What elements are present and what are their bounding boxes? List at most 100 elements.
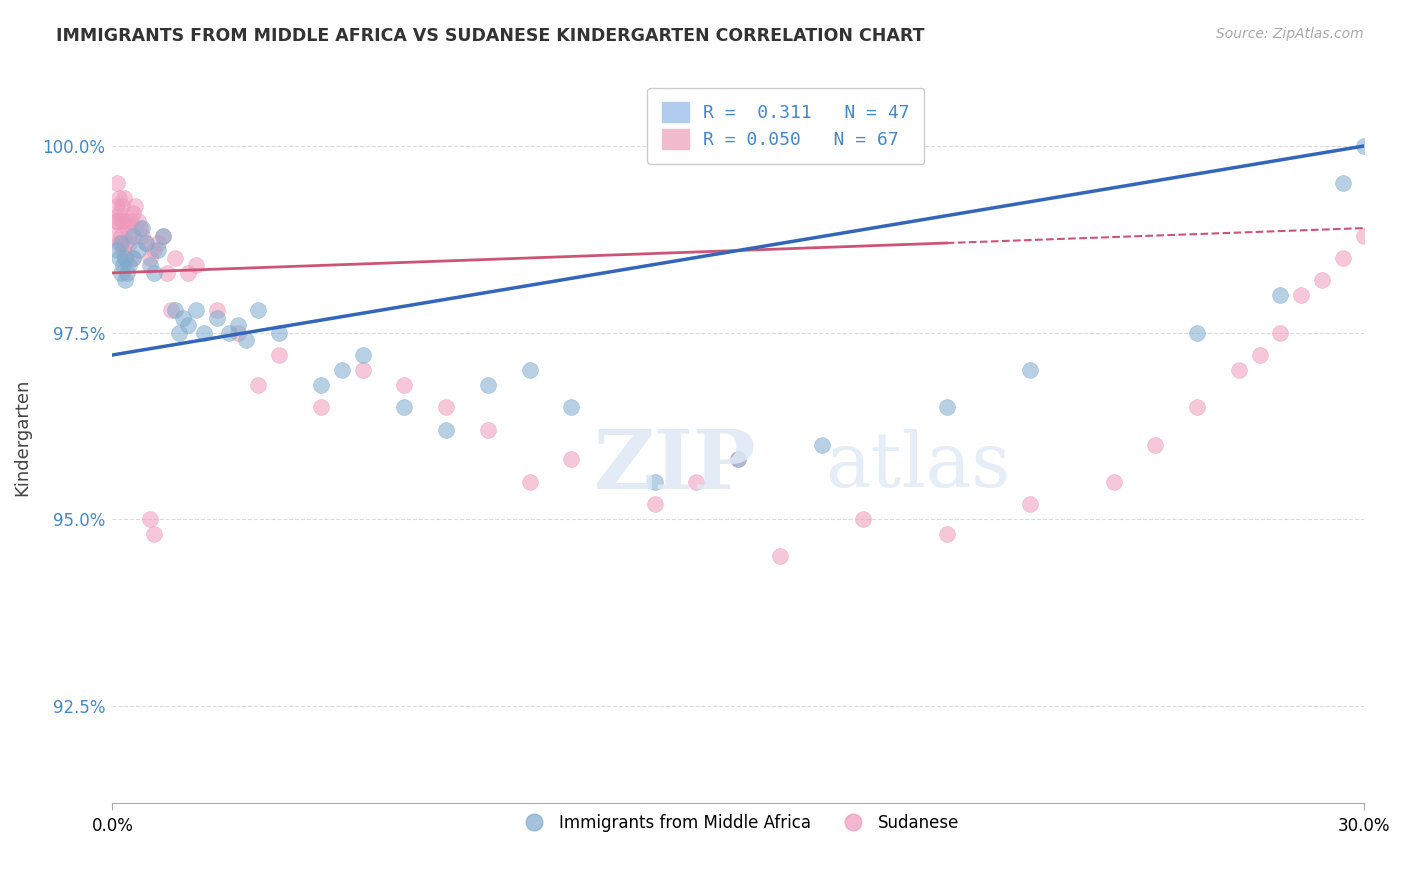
Point <box>107 213 129 227</box>
Point <box>110 235 132 250</box>
Point <box>269 348 291 362</box>
Point <box>110 228 132 243</box>
Point <box>127 213 149 227</box>
Point <box>148 235 170 250</box>
Point <box>105 199 128 213</box>
Point <box>139 512 162 526</box>
Point <box>122 251 145 265</box>
Point <box>769 549 792 564</box>
Point <box>394 377 416 392</box>
Point <box>163 251 186 265</box>
Point <box>172 310 194 325</box>
Point <box>122 206 145 220</box>
Point <box>205 310 228 325</box>
Point <box>103 213 125 227</box>
Point <box>218 326 240 340</box>
Point <box>519 475 541 489</box>
Point <box>477 377 499 392</box>
Point <box>1270 326 1292 340</box>
Point <box>1185 401 1208 415</box>
Point <box>112 191 135 205</box>
Point <box>644 475 666 489</box>
Point <box>110 266 132 280</box>
Point <box>1270 288 1292 302</box>
Point <box>114 273 136 287</box>
Point <box>935 401 957 415</box>
Point <box>111 259 134 273</box>
Point <box>205 303 228 318</box>
Point <box>118 259 141 273</box>
Point <box>139 259 162 273</box>
Point <box>124 199 146 213</box>
Point <box>114 235 136 250</box>
Point <box>1019 363 1042 377</box>
Point <box>139 251 162 265</box>
Text: atlas: atlas <box>825 429 1011 503</box>
Point <box>107 191 129 205</box>
Point <box>810 437 832 451</box>
Point <box>120 213 142 227</box>
Point <box>394 401 416 415</box>
Point <box>143 244 166 258</box>
Point <box>1291 288 1313 302</box>
Point <box>128 221 150 235</box>
Point <box>184 259 207 273</box>
Point <box>309 377 332 392</box>
Point <box>184 303 207 318</box>
Point <box>152 228 174 243</box>
Point <box>156 266 179 280</box>
Point <box>226 326 249 340</box>
Point <box>111 213 134 227</box>
Point <box>115 221 138 235</box>
Point <box>160 303 183 318</box>
Y-axis label: Kindergarten: Kindergarten <box>14 378 31 496</box>
Point <box>105 244 128 258</box>
Point <box>852 512 875 526</box>
Point <box>193 326 215 340</box>
Point <box>352 363 374 377</box>
Point <box>247 377 270 392</box>
Point <box>135 235 157 250</box>
Point <box>176 318 198 332</box>
Point <box>935 527 957 541</box>
Point <box>122 251 145 265</box>
Point <box>1331 251 1354 265</box>
Point <box>118 228 141 243</box>
Point <box>1227 363 1250 377</box>
Text: Source: ZipAtlas.com: Source: ZipAtlas.com <box>1216 27 1364 41</box>
Point <box>118 235 141 250</box>
Point <box>1102 475 1125 489</box>
Point <box>176 266 198 280</box>
Point <box>727 452 749 467</box>
Point <box>104 228 127 243</box>
Point <box>143 527 166 541</box>
Point <box>107 235 129 250</box>
Point <box>560 401 582 415</box>
Point <box>560 452 582 467</box>
Point <box>1353 228 1375 243</box>
Point <box>685 475 707 489</box>
Point <box>115 213 138 227</box>
Point <box>1144 437 1167 451</box>
Point <box>167 326 190 340</box>
Point <box>135 235 157 250</box>
Point <box>114 251 136 265</box>
Point <box>111 244 134 258</box>
Point <box>111 199 134 213</box>
Point <box>108 206 131 220</box>
Legend: Immigrants from Middle Africa, Sudanese: Immigrants from Middle Africa, Sudanese <box>510 807 966 838</box>
Point <box>1185 326 1208 340</box>
Point <box>110 213 132 227</box>
Point <box>105 177 128 191</box>
Point <box>727 452 749 467</box>
Point <box>269 326 291 340</box>
Point <box>122 228 145 243</box>
Point <box>152 228 174 243</box>
Point <box>309 401 332 415</box>
Point <box>143 266 166 280</box>
Point <box>235 333 257 347</box>
Point <box>1353 139 1375 153</box>
Point <box>519 363 541 377</box>
Point <box>131 228 153 243</box>
Point <box>247 303 270 318</box>
